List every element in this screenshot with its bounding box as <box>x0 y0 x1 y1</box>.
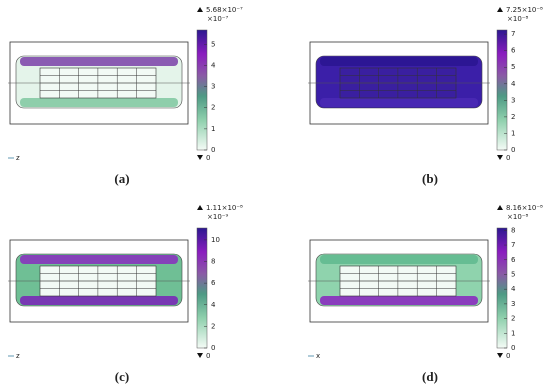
axis-label: z <box>16 352 20 360</box>
colorbar-tick-label: 3 <box>511 96 515 104</box>
max-icon <box>197 7 203 12</box>
panel-label: (d) <box>422 369 438 384</box>
colorbar-tick-label: 1 <box>511 129 515 137</box>
colorbar <box>196 29 208 151</box>
colorbar-tick-label: 5 <box>511 63 515 71</box>
min-label: 0 <box>506 154 510 162</box>
colorbar-tick-label: 2 <box>511 113 515 121</box>
colorbar-tick-label: 7 <box>511 30 515 38</box>
colorbar-tick-label: 4 <box>211 61 216 69</box>
panel-label: (c) <box>115 369 129 384</box>
colorbar-tick-label: 0 <box>511 146 515 154</box>
exponent-label: ×10⁻⁹ <box>207 213 228 221</box>
min-icon <box>497 155 503 160</box>
exponent-label: ×10⁻⁷ <box>207 15 228 23</box>
colorbar-tick-label: 7 <box>511 241 515 249</box>
colorbar-tick-label: 0 <box>511 344 515 352</box>
colorbar <box>496 227 508 349</box>
colorbar-tick-label: 3 <box>511 300 515 308</box>
colorbar-tick-label: 8 <box>511 226 515 234</box>
colorbar-tick-label: 2 <box>211 322 215 330</box>
top-band <box>20 57 178 66</box>
colorbar-tick-label: 4 <box>511 285 516 293</box>
colorbar-tick-label: 2 <box>511 315 515 323</box>
colorbar-tick-label: 1 <box>511 329 515 337</box>
colorbar-tick-label: 1 <box>211 125 215 133</box>
max-icon <box>497 205 503 210</box>
colorbar-tick-label: 3 <box>211 83 215 91</box>
min-icon <box>197 155 203 160</box>
panel-label: (a) <box>114 171 129 186</box>
colorbar-tick-label: 0 <box>211 344 215 352</box>
top-band <box>20 255 178 264</box>
colorbar-tick-label: 10 <box>211 236 220 244</box>
min-label: 0 <box>206 352 210 360</box>
colorbar-tick-label: 0 <box>211 146 215 154</box>
panel: 0 2 4 6 8 10 1.11×10⁻⁸×10⁻⁹ 0 z (c) <box>8 204 243 384</box>
panel: 0 1 2 3 4 5 5.68×10⁻⁷×10⁻⁷ 0 z (a) <box>8 6 243 186</box>
axis-label: z <box>16 154 20 162</box>
colorbar <box>196 227 208 349</box>
panel: 0 1 2 3 4 5 6 7 8 8.16×10⁻⁸×10⁻⁸ 0 x (d) <box>308 204 543 384</box>
colorbar-tick-label: 8 <box>211 258 215 266</box>
colorbar-tick-label: 4 <box>511 80 516 88</box>
min-label: 0 <box>506 352 510 360</box>
top-band <box>320 255 478 264</box>
panel: 0 1 2 3 4 5 6 7 7.25×10⁻⁸×10⁻⁸ 0 (b) <box>308 6 543 186</box>
exponent-label: ×10⁻⁸ <box>507 15 528 23</box>
colorbar-tick-label: 6 <box>511 256 516 264</box>
panel-label: (b) <box>422 171 438 186</box>
colorbar-tick-label: 5 <box>211 40 215 48</box>
max-icon <box>497 7 503 12</box>
max-label: 7.25×10⁻⁸ <box>506 6 543 14</box>
colorbar-tick-label: 6 <box>511 47 516 55</box>
max-label: 1.11×10⁻⁸ <box>206 204 243 212</box>
colorbar-tick-label: 6 <box>211 279 216 287</box>
bottom-band <box>20 296 178 305</box>
min-label: 0 <box>206 154 210 162</box>
bottom-band <box>320 296 478 305</box>
axis-label: x <box>316 352 320 360</box>
colorbar-tick-label: 4 <box>211 301 216 309</box>
colorbar-tick-label: 2 <box>211 104 215 112</box>
colorbar <box>496 29 508 151</box>
max-label: 5.68×10⁻⁷ <box>206 6 243 14</box>
colorbar-tick-label: 5 <box>511 270 515 278</box>
min-icon <box>497 353 503 358</box>
bottom-band <box>20 98 178 107</box>
min-icon <box>197 353 203 358</box>
max-label: 8.16×10⁻⁸ <box>506 204 543 212</box>
bottom-band <box>320 98 478 107</box>
max-icon <box>197 205 203 210</box>
exponent-label: ×10⁻⁸ <box>507 213 528 221</box>
top-band <box>320 57 478 66</box>
